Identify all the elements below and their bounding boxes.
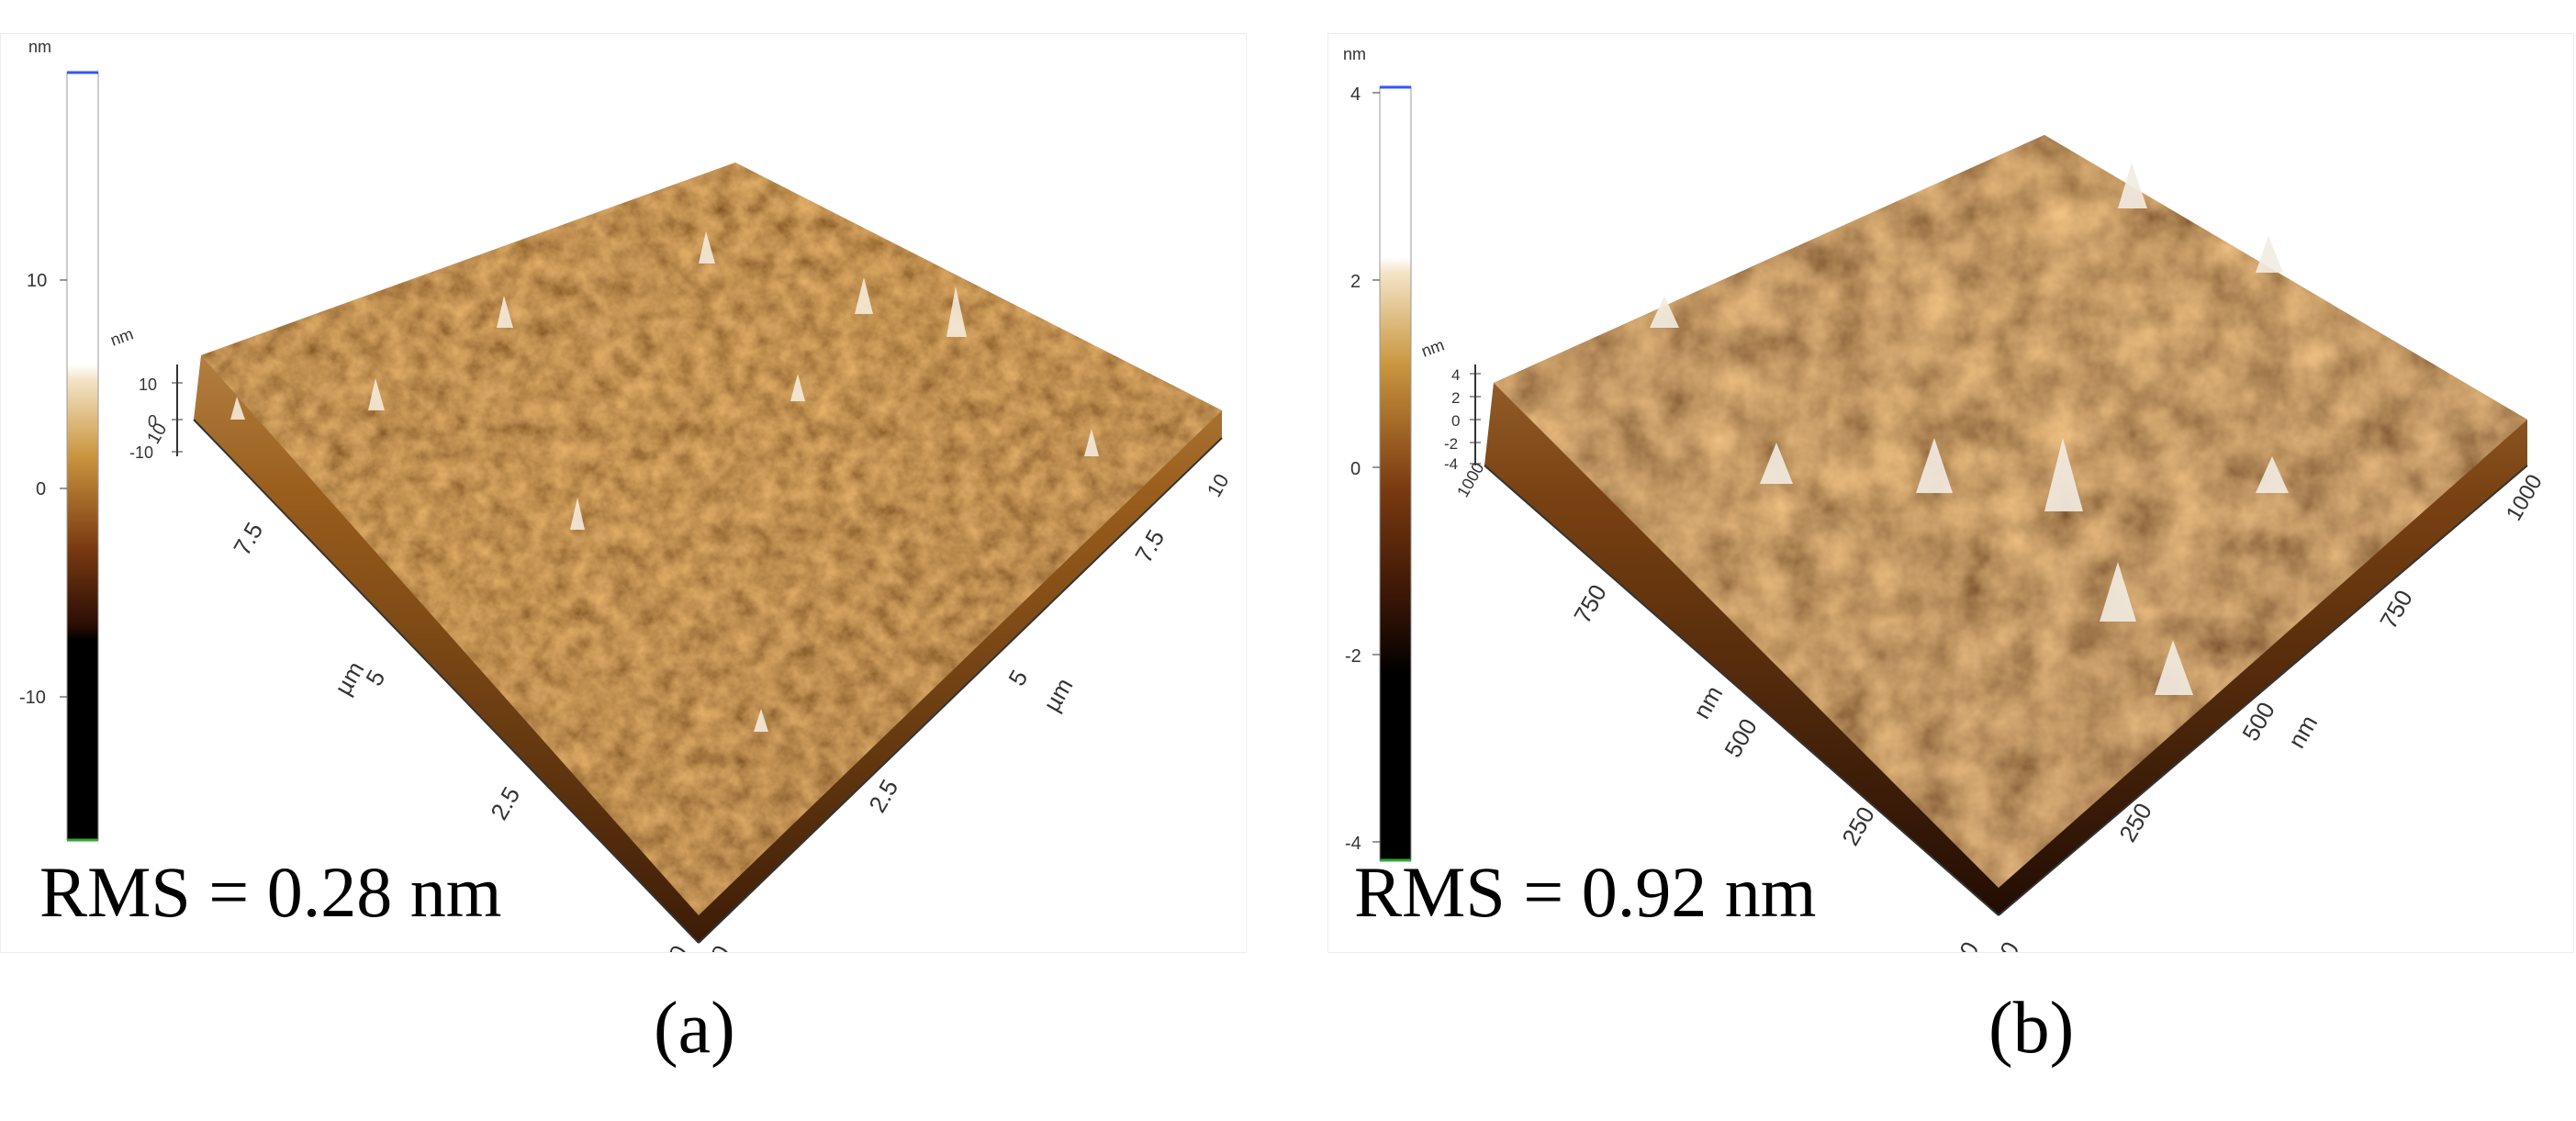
afm-panel-a: nm 10 0 -10	[0, 33, 1247, 953]
rms-label: RMS = 0.28 nm	[39, 852, 502, 932]
colorbar-tick: -4	[1345, 834, 1361, 854]
colorbar-tick: 0	[36, 479, 46, 499]
colorbar-tick: 4	[1350, 84, 1361, 105]
axis-tick: 750	[2374, 585, 2418, 633]
axis-unit: µm	[329, 656, 369, 700]
axis-tick: 0	[705, 940, 735, 952]
colorbar-b: nm 4 2 0 -2 -4	[1343, 45, 1412, 862]
axis-tick: 2.5	[485, 782, 525, 824]
z-axis-tick: -4	[1444, 455, 1458, 473]
colorbar-tick: 10	[27, 271, 47, 291]
axis-unit: nm	[1687, 681, 1728, 723]
z-axis-tick: 0	[1451, 412, 1460, 430]
rms-label: RMS = 0.92 nm	[1354, 852, 1817, 932]
caption-a: (a)	[654, 988, 735, 1069]
colorbar-unit: nm	[1343, 45, 1366, 63]
afm-figure-b: nm 4 2 0 -2 -4	[1343, 45, 2548, 952]
axis-tick: 5	[1002, 665, 1033, 690]
z-axis-tick: -2	[1444, 435, 1458, 453]
axis-unit: nm	[2282, 711, 2323, 753]
z-axis-tick: 4	[1451, 366, 1460, 384]
z-axis-tick: 0	[148, 412, 157, 431]
z-axis-unit: nm	[108, 324, 136, 349]
afm-surface-a	[194, 163, 1222, 943]
caption-b: (b)	[1988, 988, 2075, 1069]
afm-panel-b: nm 4 2 0 -2 -4	[1327, 33, 2574, 953]
axis-tick: 250	[1836, 802, 1880, 850]
axis-tick: 1000	[1453, 459, 1487, 500]
z-axis-tick: -10	[129, 443, 153, 462]
axis-tick: 0	[663, 940, 693, 952]
axis-tick: 10	[1203, 470, 1234, 501]
axis-tick: 0	[1994, 936, 2024, 952]
colorbar-tick: -10	[19, 688, 46, 708]
z-axis-tick: 10	[139, 376, 157, 394]
axis-tick: 0	[1954, 936, 1984, 952]
colorbar-tick: 2	[1350, 272, 1361, 292]
axis-tick: 500	[1719, 713, 1763, 762]
colorbar-unit: nm	[28, 38, 51, 56]
axis-tick: 2.5	[863, 775, 903, 817]
z-axis-a: nm 10 0 -10	[108, 324, 183, 462]
axis-unit: µm	[1037, 673, 1078, 716]
colorbar-a: nm 10 0 -10	[19, 38, 99, 842]
axis-tick: 7.5	[228, 518, 268, 560]
z-axis-b: nm 4 2 0 -2 -4	[1419, 335, 1481, 473]
axis-tick: 750	[1568, 579, 1612, 628]
axis-tick: 7.5	[1129, 525, 1170, 567]
colorbar-tick: 0	[1350, 459, 1361, 479]
afm-figure-a: nm 10 0 -10	[19, 38, 1234, 952]
z-axis-tick: 2	[1451, 389, 1460, 407]
z-axis-unit: nm	[1419, 335, 1447, 360]
colorbar-tick: -2	[1345, 646, 1361, 667]
